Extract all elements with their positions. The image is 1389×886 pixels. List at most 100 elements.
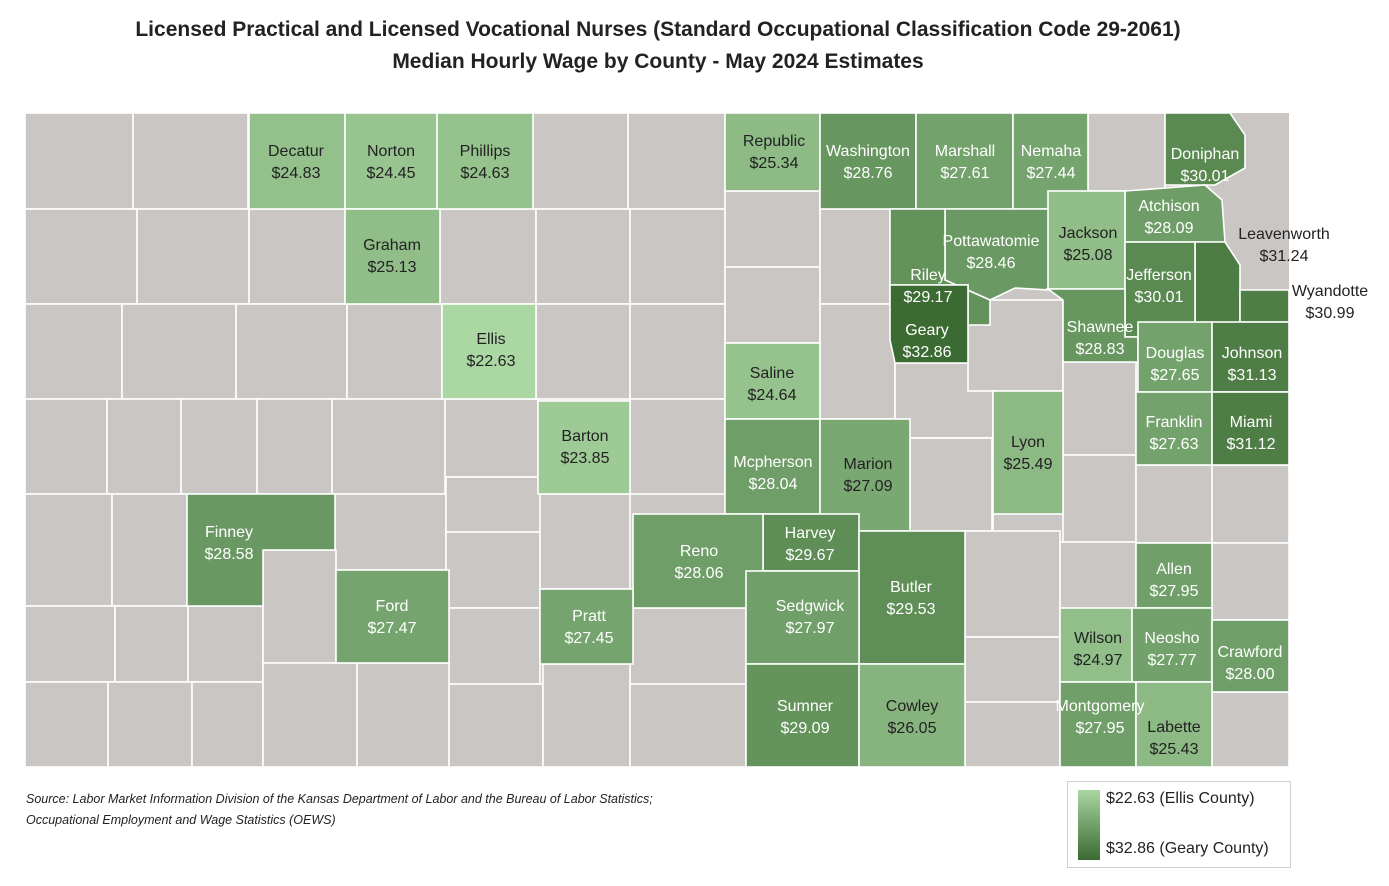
- county-no-data: [107, 681, 193, 768]
- county-doniphan: [1164, 112, 1246, 186]
- county-no-data: [24, 398, 108, 495]
- county-name-label: Marion: [844, 456, 893, 473]
- county-wage-label: $24.63: [461, 165, 510, 182]
- county-wage-label: $30.01: [1181, 168, 1230, 185]
- county-no-data: [136, 208, 250, 305]
- county-ford: [335, 569, 450, 664]
- county-name-label: Leavenworth: [1238, 226, 1330, 243]
- county-saline: [724, 342, 821, 420]
- county-wage-label: $28.09: [1145, 220, 1194, 237]
- county-cowley: [858, 663, 966, 768]
- county-no-data: [629, 208, 726, 305]
- county-no-data: [819, 208, 891, 305]
- source-line1: Source: Labor Market Information Divisio…: [26, 792, 653, 806]
- county-no-data: [819, 303, 896, 420]
- county-allen: [1135, 542, 1213, 609]
- county-wage-label: $22.63: [467, 353, 516, 370]
- source-line2: Occupational Employment and Wage Statist…: [26, 813, 336, 827]
- county-labette: [1135, 681, 1213, 768]
- county-labels: Decatur $24.83 Norton $24.45 Phillips $24.63 R…: [205, 133, 1369, 758]
- county-no-data: [448, 683, 544, 768]
- county-name-label: Douglas: [1146, 345, 1205, 362]
- county-name-label: Shawnee: [1067, 319, 1134, 336]
- county-no-data: [121, 303, 237, 400]
- county-name-label: Miami: [1230, 414, 1273, 431]
- county-wage-label: $25.43: [1150, 741, 1199, 758]
- county-name-label: Washington: [826, 143, 910, 160]
- county-name-label: Republic: [743, 133, 805, 150]
- county-name-label: Sumner: [777, 698, 834, 715]
- county-wage-label: $27.95: [1150, 583, 1199, 600]
- county-wage-label: $24.83: [272, 165, 321, 182]
- county-wage-label: $24.97: [1074, 652, 1123, 669]
- county-no-data: [334, 493, 447, 571]
- county-name-label: Reno: [680, 543, 718, 560]
- county-no-data: [629, 303, 726, 400]
- legend-max-label: $32.86 (Geary County): [1106, 840, 1269, 857]
- county-no-data: [24, 112, 134, 210]
- county-decatur: [248, 112, 346, 210]
- county-franklin: [1135, 391, 1213, 466]
- county-wage-label: $28.83: [1076, 341, 1125, 358]
- county-wage-label: $27.65: [1151, 367, 1200, 384]
- county-no-data: [909, 437, 993, 532]
- county-name-label: Sedgwick: [776, 598, 845, 615]
- county-name-label: Riley: [910, 267, 946, 284]
- county-wage-label: $29.67: [786, 547, 835, 564]
- county-wage-label: $24.64: [748, 387, 797, 404]
- county-marshall: [915, 112, 1014, 210]
- county-name-label: Jackson: [1059, 225, 1118, 242]
- county-no-data: [24, 681, 109, 768]
- county-wage-label: $27.61: [941, 165, 990, 182]
- map-title-line1: Licensed Practical and Licensed Vocation…: [135, 18, 1181, 41]
- county-name-label: Wilson: [1074, 630, 1122, 647]
- county-name-label: Doniphan: [1171, 146, 1240, 163]
- county-wage-label: $26.05: [888, 720, 937, 737]
- county-name-label: Decatur: [268, 143, 325, 160]
- county-no-data: [629, 607, 747, 685]
- county-name-label: Johnson: [1222, 345, 1283, 362]
- county-no-data: [331, 398, 446, 495]
- county-miami: [1211, 391, 1290, 466]
- county-no-data: [1211, 542, 1290, 621]
- county-mcpherson: [724, 418, 821, 515]
- county-name-label: Nemaha: [1021, 143, 1082, 160]
- county-wage-label: $27.63: [1150, 436, 1199, 453]
- county-no-data: [106, 398, 182, 495]
- county-wage-label: $27.95: [1076, 720, 1125, 737]
- county-no-data: [445, 607, 541, 685]
- county-name-label: Phillips: [460, 143, 511, 160]
- county-name-label: Mcpherson: [733, 454, 812, 471]
- county-name-label: Labette: [1147, 719, 1200, 736]
- county-lyon: [992, 390, 1064, 515]
- county-reno: [632, 513, 764, 609]
- county-sedgwick: [745, 570, 860, 665]
- county-no-data: [1062, 454, 1137, 543]
- county-no-data: [24, 208, 138, 305]
- county-name-label: Marshall: [935, 143, 995, 160]
- county-wage-label: $28.58: [205, 546, 254, 563]
- county-no-data: [1135, 464, 1213, 544]
- county-no-data: [1087, 112, 1166, 192]
- county-wage-label: $30.99: [1306, 305, 1355, 322]
- county-no-data: [180, 398, 258, 495]
- source-note: Source: Labor Market Information Divisio…: [26, 789, 653, 831]
- legend: $22.63 (Ellis County) $32.86 (Geary Coun…: [1067, 781, 1291, 868]
- county-name-label: Norton: [367, 143, 415, 160]
- county-no-data: [627, 112, 726, 210]
- county-wage-label: $27.44: [1027, 165, 1076, 182]
- county-no-data: [542, 663, 631, 768]
- county-wage-label: $23.85: [561, 450, 610, 467]
- county-wage-label: $31.12: [1227, 436, 1276, 453]
- county-wage-label: $27.45: [565, 630, 614, 647]
- county-name-label: Cowley: [886, 698, 938, 715]
- county-wilson: [1059, 607, 1133, 683]
- county-wage-label: $29.09: [781, 720, 830, 737]
- county-wage-label: $29.53: [887, 601, 936, 618]
- county-wage-label: $25.13: [368, 259, 417, 276]
- county-no-data: [1211, 691, 1290, 768]
- county-name-label: Saline: [750, 365, 795, 382]
- county-name-label: Graham: [363, 237, 421, 254]
- county-crawford: [1211, 619, 1290, 693]
